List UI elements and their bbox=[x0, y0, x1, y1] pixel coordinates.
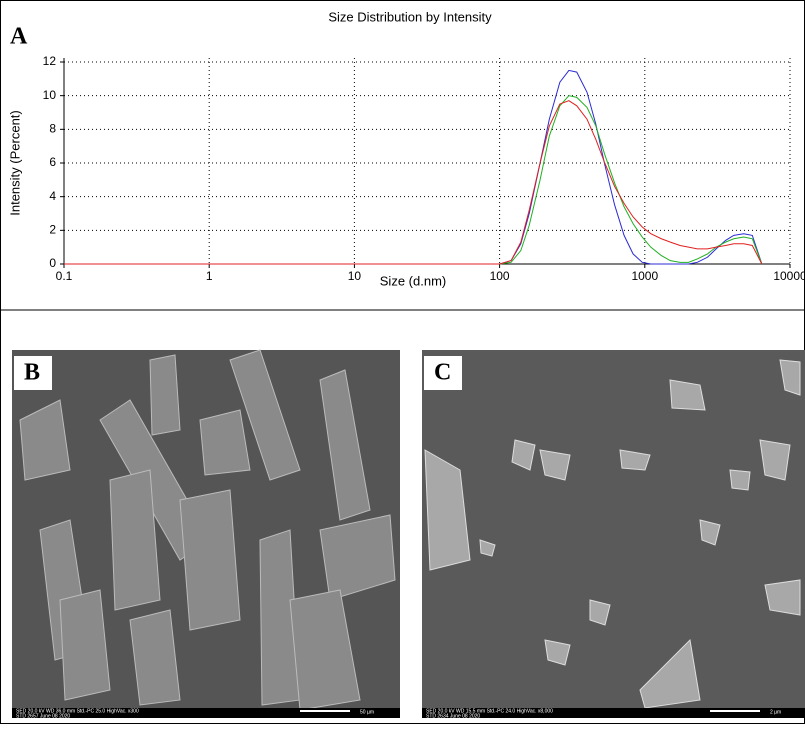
image-bg bbox=[422, 350, 805, 718]
y-tick-label: 0 bbox=[49, 256, 56, 270]
x-tick-label: 10 bbox=[348, 269, 362, 283]
micrograph-b: SED 20.0 kV WD 36.0 mm Std.-PC 25.0 High… bbox=[12, 350, 400, 719]
y-tick-label: 8 bbox=[49, 122, 56, 136]
micrograph-c: SED 20.0 kV WD 15.5 mm Std.-PC 24.0 High… bbox=[422, 350, 805, 719]
x-tick-label: 10000 bbox=[773, 269, 805, 283]
x-tick-label: 100 bbox=[490, 269, 510, 283]
panel-label: B bbox=[24, 360, 40, 386]
y-tick-label: 2 bbox=[49, 223, 56, 237]
info-text: STD 2634 June 08 2020 bbox=[426, 713, 480, 719]
panel-label: C bbox=[434, 360, 451, 386]
x-tick-label: 0.1 bbox=[56, 269, 73, 283]
y-tick-label: 12 bbox=[43, 54, 57, 68]
figure: Size Distribution by Intensity Size (d.n… bbox=[0, 0, 805, 724]
scale-label: 50 µm bbox=[360, 709, 374, 715]
x-tick-label: 1 bbox=[206, 269, 213, 283]
y-axis-label: Intensity (Percent) bbox=[7, 110, 22, 216]
scale-bar bbox=[300, 710, 350, 712]
y-tick-label: 4 bbox=[49, 189, 56, 203]
panel-label: A bbox=[10, 24, 28, 50]
y-tick-label: 6 bbox=[49, 155, 56, 169]
x-axis-label: Size (d.nm) bbox=[380, 273, 446, 288]
info-text: STD 2657 June 08 2020 bbox=[16, 713, 70, 719]
scale-label: 2 µm bbox=[770, 709, 781, 715]
x-tick-label: 1000 bbox=[631, 269, 658, 283]
chart-title: Size Distribution by Intensity bbox=[328, 9, 492, 24]
y-tick-label: 10 bbox=[43, 88, 57, 102]
scale-bar bbox=[710, 710, 760, 712]
